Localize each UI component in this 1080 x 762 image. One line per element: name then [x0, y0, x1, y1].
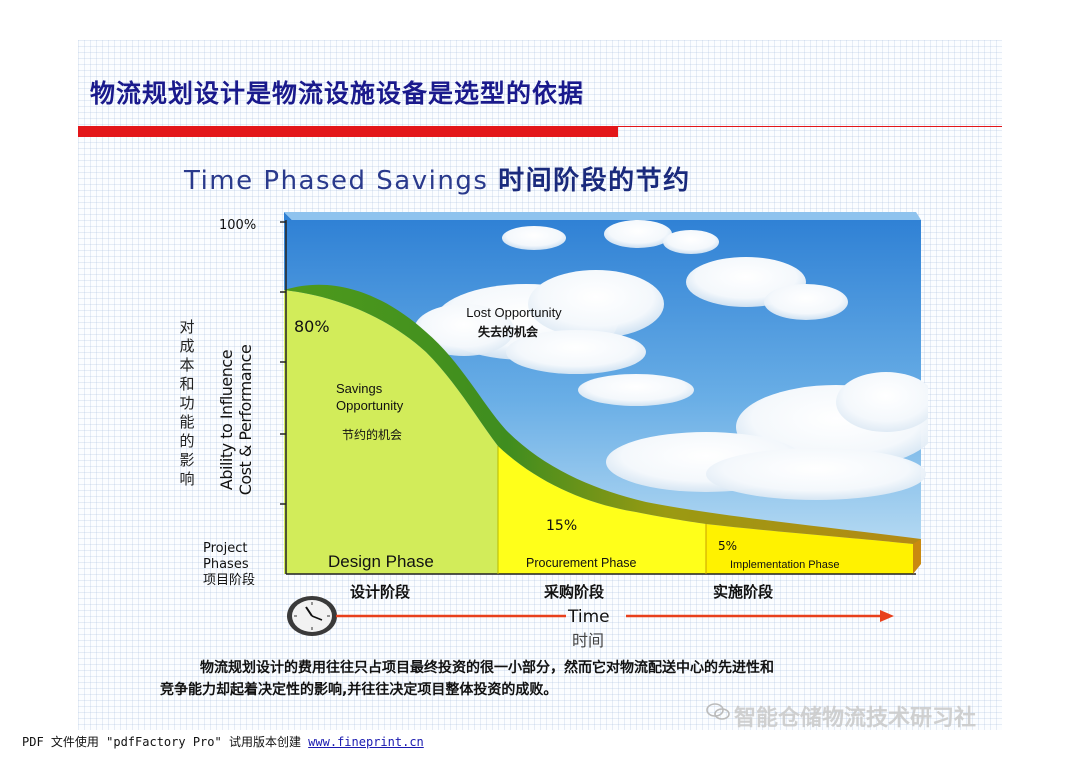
phase-implementation-zh: 实施阶段: [713, 583, 774, 601]
time-label-zh: 时间: [572, 631, 605, 650]
pdf-notice: PDF 文件使用 "pdfFactory Pro" 试用版本创建 www.fin…: [22, 733, 424, 750]
y-axis-label-en: Ability to Influence Cost & Performance: [217, 345, 255, 496]
savings-line1: Savings: [336, 381, 383, 396]
savings-zh: 节约的机会: [342, 427, 402, 442]
time-label-en: Time: [568, 607, 610, 627]
footnote-line1: 物流规划设计的费用往往只占项目最终投资的很一小部分，然而它对物流配送中心的先进性…: [200, 660, 774, 676]
clock-icon: [287, 596, 337, 636]
phase-design-en: Design Phase: [328, 552, 434, 571]
y-axis-label-en-line1: Ability to Influence: [217, 349, 236, 491]
pdf-notice-text: PDF 文件使用 "pdfFactory Pro" 试用版本创建: [22, 735, 309, 749]
phase-procurement-en: Procurement Phase: [526, 556, 637, 570]
chart-subtitle: Time Phased Savings 时间阶段的节约: [184, 160, 691, 197]
y-axis-label-zh: 对成本和功能的影响: [179, 318, 195, 488]
title-red-line: [618, 126, 1002, 127]
procurement-phase-area: [498, 446, 706, 574]
pct-design: 80%: [294, 317, 330, 336]
lost-opportunity-zh: 失去的机会: [478, 324, 539, 339]
y-tick-100: 100%: [219, 218, 257, 233]
title-red-bar: [78, 126, 618, 137]
subtitle-en: Time Phased Savings: [184, 166, 489, 196]
influence-curve-band: [284, 284, 921, 552]
implementation-phase-area: [706, 524, 913, 574]
sky-top-edge: [284, 212, 921, 220]
lost-opportunity-en: Lost Opportunity: [466, 305, 562, 320]
footnote-line2: 竞争能力却起着决定性的影响,并往往决定项目整体投资的成败。: [160, 682, 558, 698]
x-axis-label-line2: Phases: [203, 557, 249, 572]
slide-title: 物流规划设计是物流设施设备是选型的依据: [90, 79, 585, 108]
pct-implementation: 5%: [718, 539, 737, 553]
x-axis-label: Project Phases 项目阶段: [203, 541, 255, 589]
savings-line2: Opportunity: [336, 398, 404, 413]
clouds: [414, 220, 928, 500]
watermark-text: 智能仓储物流技术研习社: [734, 706, 977, 731]
phase-design-zh: 设计阶段: [350, 583, 411, 601]
time-arrow: [336, 610, 894, 622]
y-axis-label-en-line2: Cost & Performance: [236, 344, 255, 496]
pct-procurement: 15%: [546, 518, 577, 534]
phase-strip-edge: [913, 539, 921, 574]
y-axis-ticks: [280, 221, 286, 505]
footnote: 物流规划设计的费用往往只占项目最终投资的很一小部分，然而它对物流配送中心的先进性…: [160, 657, 940, 701]
influence-chart: Lost Opportunity 失去的机会 80% Savings Oppor…: [280, 212, 928, 575]
subtitle-zh: 时间阶段的节约: [498, 166, 691, 196]
phase-procurement-zh: 采购阶段: [544, 583, 605, 601]
x-axis-label-line1: Project: [203, 541, 248, 556]
design-phase-area: [284, 290, 498, 574]
wechat-icon: [706, 703, 730, 720]
x-axis-label-zh: 项目阶段: [203, 573, 256, 588]
fineprint-link[interactable]: www.fineprint.cn: [308, 735, 424, 749]
phase-implementation-en: Implementation Phase: [730, 559, 839, 571]
